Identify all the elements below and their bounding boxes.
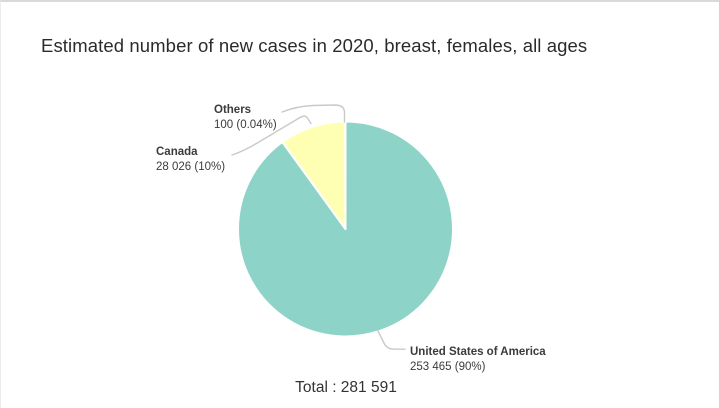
slice-value: 253 465 (90%)	[410, 360, 486, 373]
leader-lines	[231, 104, 406, 350]
slice-value: 28 026 (10%)	[156, 160, 226, 173]
total-label: Total : 281 591	[295, 379, 397, 396]
slice-label: Canada	[156, 146, 198, 158]
callout-label-canada: Canada 28 026 (10%)	[156, 145, 225, 174]
callout-label-united-states: United States of America 253 465 (90%)	[410, 345, 546, 374]
slice-value: 100 (0.04%)	[214, 118, 277, 131]
callout-label-others: Others 100 (0.04%)	[214, 103, 277, 132]
leader-line-canada	[231, 115, 312, 156]
pie-slices	[237, 120, 454, 338]
leader-line-us	[377, 330, 406, 350]
chart-title: Estimated number of new cases in 2020, b…	[41, 35, 588, 56]
leader-line-others	[281, 104, 346, 123]
slice-label: Others	[214, 104, 252, 116]
slice-label: United States of America	[410, 346, 546, 358]
